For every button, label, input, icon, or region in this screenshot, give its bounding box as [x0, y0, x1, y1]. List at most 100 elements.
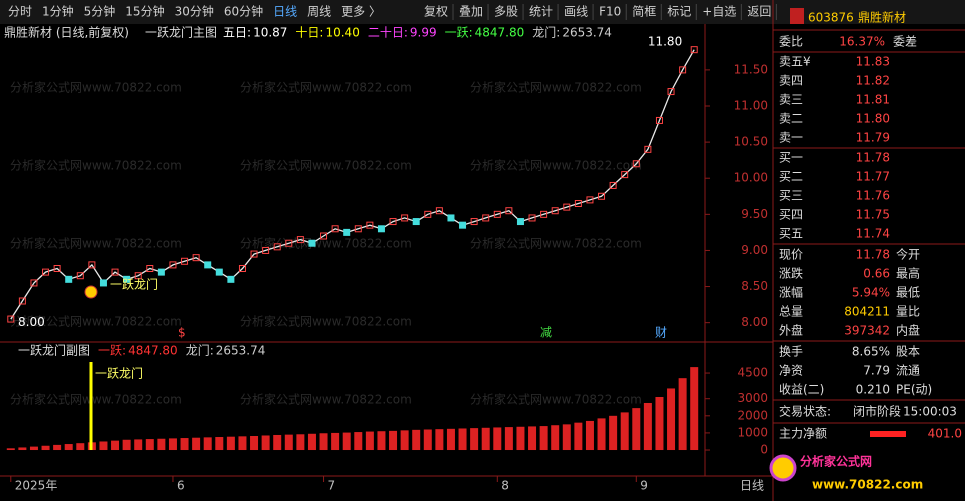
candle: [308, 239, 316, 247]
bar: [412, 429, 421, 451]
bar: [307, 433, 316, 451]
row-label: 卖五¥: [779, 55, 811, 69]
tool-button[interactable]: 叠加: [459, 5, 483, 19]
tool-button[interactable]: 复权: [424, 5, 448, 19]
watermark: 分析家公式网www.70822.com: [240, 236, 412, 251]
watermark: 分析家公式网www.70822.com: [10, 314, 182, 329]
candle: [53, 265, 61, 272]
bar: [111, 440, 120, 451]
row-value: 804211: [844, 305, 890, 319]
candle: [621, 171, 629, 179]
row-value: 0.66: [863, 267, 890, 281]
candle: [88, 261, 96, 269]
tab[interactable]: 日线: [273, 5, 297, 19]
row-label: 量比: [896, 305, 920, 319]
tool-button[interactable]: +自选: [702, 5, 736, 19]
bar: [400, 430, 409, 451]
bar: [180, 438, 189, 451]
logo-icon: [769, 454, 797, 482]
x-tick-label: 7: [328, 479, 336, 493]
candle: [65, 275, 73, 283]
logo-badge: [790, 8, 804, 24]
candle: [192, 254, 200, 262]
row-value: 11.77: [856, 170, 890, 184]
candle: [435, 207, 443, 215]
bar: [609, 415, 618, 451]
candle: [262, 246, 270, 254]
bar: [261, 435, 270, 451]
tool-button[interactable]: 返回: [747, 5, 771, 19]
bar: [458, 428, 467, 451]
row-label: 净资: [779, 364, 803, 378]
logo-url: www.70822.com: [812, 478, 923, 492]
candle: [459, 221, 467, 229]
y-tick-label: 11.50: [734, 62, 768, 76]
bar: [528, 426, 537, 451]
bar: [562, 424, 571, 451]
bar: [504, 427, 513, 451]
row-label: 卖二: [779, 112, 803, 126]
event-marker: $: [178, 326, 186, 340]
y-tick-label: 1000: [737, 425, 768, 439]
tab[interactable]: 更多 〉: [341, 5, 381, 19]
row-value: 8.65%: [852, 345, 890, 359]
bar: [29, 446, 38, 451]
y-tick-label: 8.00: [741, 315, 768, 329]
candle: [123, 275, 131, 283]
legend-value: 4847.80: [128, 344, 178, 358]
row-label: 买一: [779, 151, 803, 165]
bar: [493, 427, 502, 451]
bar: [238, 436, 247, 451]
candle: [99, 279, 107, 287]
candle: [632, 160, 640, 168]
row-label: PE(动): [896, 383, 932, 397]
bar: [446, 428, 455, 451]
legend-value: 2653.74: [562, 26, 612, 40]
bar: [516, 426, 525, 451]
bar: [64, 444, 73, 451]
tab[interactable]: 30分钟: [175, 4, 214, 19]
tool-button[interactable]: 标记: [667, 5, 691, 19]
y-tick-label: 9.50: [741, 207, 768, 221]
row-label: 卖一: [779, 131, 803, 145]
tool-button[interactable]: 统计: [529, 5, 553, 19]
row-label: 今开: [896, 247, 920, 262]
stock-code: 603876: [808, 11, 854, 25]
tab[interactable]: 60分钟: [224, 4, 263, 19]
candle: [401, 214, 409, 222]
tab[interactable]: 分时: [8, 5, 32, 19]
bar: [168, 438, 177, 451]
bar: [632, 408, 641, 451]
bar: [574, 422, 583, 451]
stock-title: 鼎胜新材 (日线,前复权): [4, 25, 129, 40]
net-value: 401.0: [928, 427, 962, 441]
candle: [586, 196, 594, 204]
tool-button[interactable]: 画线: [564, 5, 588, 19]
bar: [470, 428, 479, 451]
tab[interactable]: 5分钟: [84, 4, 116, 19]
legend-value: 4847.80: [475, 26, 525, 40]
bar: [99, 441, 108, 451]
tool-button[interactable]: 简框: [632, 5, 656, 19]
candle: [320, 232, 328, 240]
tool-button[interactable]: 多股: [494, 5, 518, 19]
bar: [377, 431, 386, 451]
row-label: 最低: [896, 286, 920, 300]
tab[interactable]: 15分钟: [125, 4, 164, 19]
tab[interactable]: 周线: [307, 5, 331, 19]
bar: [250, 436, 259, 451]
tool-button[interactable]: F10: [599, 5, 621, 19]
candle: [574, 200, 582, 207]
bar: [597, 418, 606, 451]
tab[interactable]: 1分钟: [42, 4, 74, 19]
candle: [551, 207, 559, 215]
candle: [238, 265, 246, 272]
row-value: 0.210: [856, 383, 890, 397]
event-marker: 财: [655, 326, 667, 340]
candle: [447, 214, 455, 222]
row-value: 11.74: [856, 227, 890, 241]
row-value: 397342: [844, 324, 890, 338]
row-label: 最高: [896, 266, 920, 281]
candle: [412, 218, 420, 226]
net-label: 主力净额: [779, 427, 827, 441]
